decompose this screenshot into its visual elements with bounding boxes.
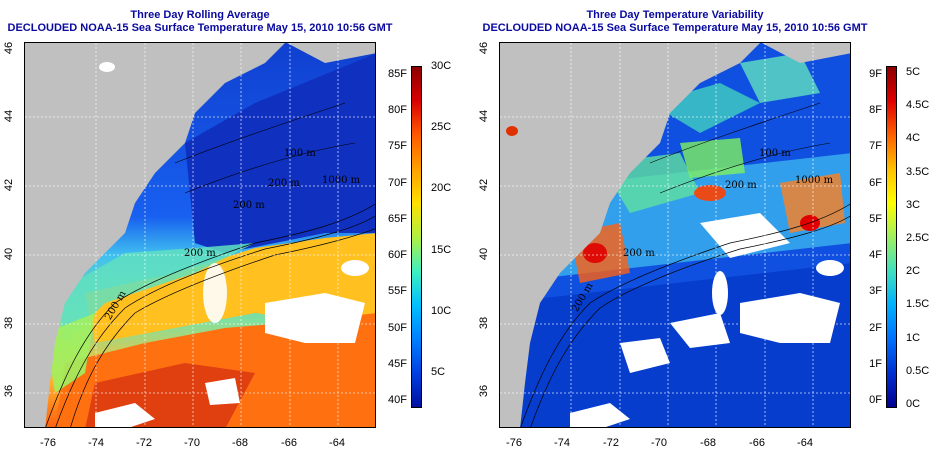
- y-tick: 42: [478, 178, 491, 192]
- y-tick: 38: [3, 316, 16, 330]
- x-tick: -74: [554, 437, 570, 449]
- y-tick: 38: [478, 316, 491, 330]
- colorbar-f-label: 75F: [388, 140, 407, 153]
- variability-colorbar: [886, 66, 897, 408]
- colorbar-c-label: 4C: [906, 132, 921, 145]
- x-tick: -74: [88, 437, 104, 449]
- depth-label: 200 m: [184, 248, 216, 259]
- x-tick: -72: [136, 437, 152, 449]
- y-tick: 40: [478, 247, 491, 261]
- colorbar-f-label: 55F: [388, 285, 407, 298]
- colorbar-f-label: 6F: [869, 176, 882, 189]
- colorbar-f-label: 3F: [869, 285, 882, 298]
- colorbar-f-label: 1F: [869, 357, 882, 370]
- y-tick: 42: [3, 178, 16, 192]
- colorbar-f-label: 60F: [388, 249, 407, 262]
- depth-label: 100 m: [284, 148, 316, 159]
- sst-average-map[interactable]: [24, 42, 376, 428]
- x-tick: -70: [651, 437, 667, 449]
- colorbar-c-label: 15C: [431, 243, 452, 256]
- x-tick: -66: [281, 437, 297, 449]
- colorbar-f-label: 9F: [869, 68, 882, 80]
- colorbar-c-label: 25C: [431, 121, 452, 134]
- colorbar-f-label: 0F: [869, 394, 882, 406]
- colorbar-f-label: 50F: [388, 321, 407, 334]
- colorbar-c-label: 10C: [431, 304, 452, 317]
- colorbar-c-label: 1C: [906, 331, 921, 344]
- y-tick: 44: [3, 109, 16, 123]
- y-tick: 46: [478, 41, 491, 55]
- y-tick: 46: [3, 41, 16, 55]
- depth-label: 100 m: [759, 148, 791, 159]
- depth-label: 1000 m: [795, 175, 834, 186]
- colorbar-c-label: 30C: [431, 60, 452, 72]
- x-tick: -68: [232, 437, 248, 449]
- colorbar-c-label: 4.5C: [906, 99, 930, 112]
- sst-average-panel: Three Day Rolling Average DECLOUDED NOAA…: [3, 9, 452, 449]
- colorbar-f-label: 45F: [388, 357, 407, 370]
- y-tick: 36: [3, 384, 16, 398]
- x-tick: -68: [700, 437, 716, 449]
- sst-variability-map[interactable]: [499, 42, 851, 428]
- map-subtitle: DECLOUDED NOAA-15 Sea Surface Temperatur…: [482, 22, 868, 34]
- x-tick: -66: [749, 437, 765, 449]
- y-tick: 44: [478, 109, 491, 123]
- x-tick: -76: [506, 437, 522, 449]
- x-tick: -64: [329, 437, 345, 449]
- colorbar-f-label: 40F: [388, 394, 407, 406]
- colorbar-c-label: 20C: [431, 182, 452, 195]
- depth-label: 200 m: [623, 248, 655, 259]
- colorbar-c-label: 5C: [906, 66, 921, 78]
- colorbar-f-label: 7F: [869, 140, 882, 153]
- colorbar-c-label: 2.5C: [906, 232, 930, 244]
- depth-label: 200 m: [268, 178, 300, 189]
- colorbar-c-label: 2C: [906, 265, 921, 278]
- colorbar-f-label: 2F: [869, 321, 882, 334]
- colorbar-c-label: 1.5C: [906, 298, 930, 311]
- map-title: Three Day Temperature Variability: [586, 9, 764, 21]
- colorbar-f-label: 4F: [869, 249, 882, 262]
- colorbar-f-label: 8F: [869, 104, 882, 117]
- x-tick: -76: [40, 437, 56, 449]
- colorbar-f-label: 5F: [869, 212, 882, 225]
- map-title: Three Day Rolling Average: [130, 9, 270, 21]
- sst-variability-panel: Three Day Temperature Variability DECLOU…: [475, 0, 950, 475]
- x-tick: -64: [797, 437, 813, 449]
- depth-label: 200 m: [725, 180, 757, 191]
- colorbar-f-label: 70F: [388, 176, 407, 189]
- map-subtitle: DECLOUDED NOAA-15 Sea Surface Temperatur…: [7, 22, 393, 34]
- colorbar-c-label: 0.5C: [906, 364, 930, 377]
- colorbar-f-label: 65F: [388, 212, 407, 225]
- y-tick: 40: [3, 247, 16, 261]
- y-tick: 36: [478, 384, 491, 398]
- temperature-colorbar: [411, 66, 422, 408]
- colorbar-c-label: 0C: [906, 398, 921, 410]
- depth-label: 1000 m: [322, 175, 361, 186]
- colorbar-f-label: 80F: [388, 104, 407, 117]
- x-tick: -70: [184, 437, 200, 449]
- depth-label: 200 m: [233, 200, 265, 211]
- colorbar-f-label: 85F: [388, 68, 407, 80]
- colorbar-c-label: 5C: [431, 366, 446, 378]
- x-tick: -72: [603, 437, 619, 449]
- colorbar-c-label: 3.5C: [906, 165, 930, 178]
- colorbar-c-label: 3C: [906, 198, 921, 211]
